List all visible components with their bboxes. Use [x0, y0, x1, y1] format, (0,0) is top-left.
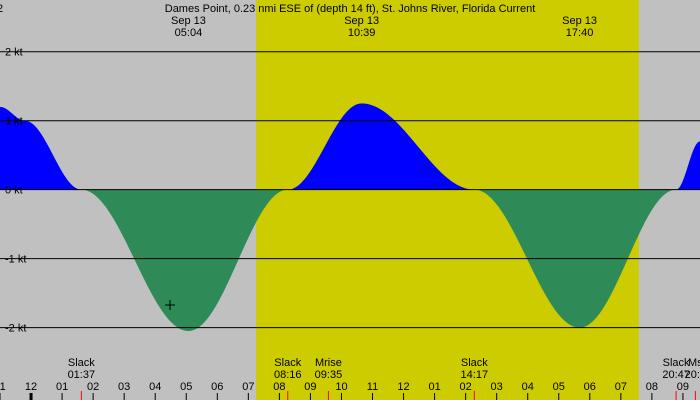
event-name-label: Slack [663, 357, 690, 369]
event-name-label: Ms [688, 357, 700, 369]
ebb-current-area [0, 189, 700, 332]
hour-label: 02 [87, 381, 99, 393]
extreme-time-label: 10:39 [348, 27, 376, 39]
corner-label: 2 [0, 3, 3, 15]
extreme-time-label: 05:04 [175, 27, 203, 39]
hour-label: 08 [273, 381, 285, 393]
extreme-date-label: Sep 13 [171, 15, 206, 27]
crosshair-marker [165, 300, 175, 310]
event-name-label: Slack [461, 357, 488, 369]
hour-label: 09 [304, 381, 316, 393]
marker-layer [165, 300, 175, 310]
hour-label: 12 [25, 381, 37, 393]
hour-label: 06 [584, 381, 596, 393]
y-tick-label: -2 kt [5, 323, 26, 335]
hour-label: 07 [615, 381, 627, 393]
event-time-label: 20:5 [685, 369, 700, 381]
event-time-label: 09:35 [315, 369, 343, 381]
hour-label: 12 [397, 381, 409, 393]
hour-label: 03 [118, 381, 130, 393]
current-area-layer [0, 103, 700, 332]
y-tick-label: 0 kt [5, 185, 23, 197]
hour-label: 10 [335, 381, 347, 393]
hour-label: 01 [428, 381, 440, 393]
hour-label: 01 [56, 381, 68, 393]
event-time-label: 20:47 [662, 369, 690, 381]
hour-label: 05 [553, 381, 565, 393]
extreme-time-label: 17:40 [566, 27, 594, 39]
chart-title: Dames Point, 0.23 nmi ESE of (depth 14 f… [165, 3, 536, 15]
y-tick-label: -1 kt [5, 254, 26, 266]
event-time-label: 01:37 [68, 369, 96, 381]
y-tick-label: 2 kt [5, 47, 23, 59]
label-layer: Dames Point, 0.23 nmi ESE of (depth 14 f… [0, 3, 700, 393]
hour-label: 11 [0, 381, 6, 393]
y-tick-label: 1 kt [5, 116, 23, 128]
event-name-label: Slack [68, 357, 95, 369]
flood-current-area [0, 103, 700, 190]
hour-label: 03 [491, 381, 503, 393]
hour-label: 04 [149, 381, 161, 393]
hour-label: 05 [180, 381, 192, 393]
event-name-label: Slack [274, 357, 301, 369]
gridline-layer [0, 51, 700, 400]
extreme-date-label: Sep 13 [562, 15, 597, 27]
hour-label: 11 [367, 381, 378, 393]
hour-label: 09 [677, 381, 689, 393]
hour-label: 08 [646, 381, 658, 393]
hour-label: 04 [522, 381, 534, 393]
hour-label: 07 [242, 381, 254, 393]
event-name-label: Mrise [315, 357, 342, 369]
hour-label: 02 [460, 381, 472, 393]
event-time-label: 14:17 [461, 369, 489, 381]
event-time-label: 08:16 [274, 369, 302, 381]
extreme-date-label: Sep 13 [344, 15, 379, 27]
hour-label: 06 [211, 381, 223, 393]
